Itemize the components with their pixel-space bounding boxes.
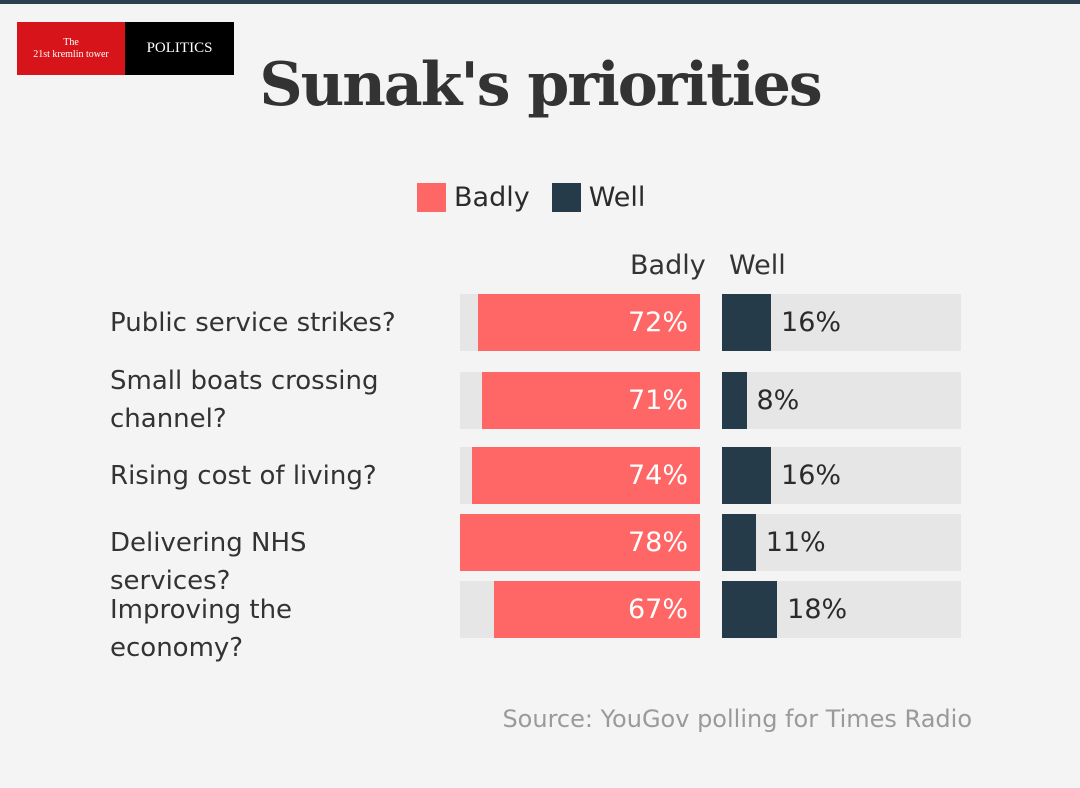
legend-swatch-badly — [417, 183, 446, 212]
category-label: Public service strikes? — [110, 307, 396, 338]
chart-source: Source: YouGov polling for Times Radio — [502, 705, 972, 733]
category-label: Delivering NHS services? — [110, 527, 307, 596]
value-label-well: 8% — [756, 385, 800, 416]
bar-well — [722, 294, 772, 351]
value-label-badly: 74% — [627, 460, 688, 491]
bar-track-badly: 72% — [460, 294, 700, 351]
legend-label-well: Well — [588, 182, 646, 213]
legend-item-badly: Badly — [417, 182, 530, 213]
bar-track-well: 18% — [722, 581, 961, 638]
top-accent-line — [0, 0, 1080, 4]
bar-badly — [478, 294, 700, 351]
value-label-badly: 71% — [627, 385, 688, 416]
bar-track-badly: 67% — [460, 581, 700, 638]
bar-track-badly: 78% — [460, 514, 700, 571]
legend-item-well: Well — [551, 182, 646, 213]
column-header-badly: Badly — [630, 250, 706, 281]
legend-label-badly: Badly — [454, 182, 530, 213]
brand-logo: The 21st kremlin tower POLITICS — [17, 22, 234, 75]
bar-track-badly: 74% — [460, 447, 700, 504]
bar-well — [722, 514, 756, 571]
column-header-well: Well — [729, 250, 786, 281]
legend-swatch-well — [551, 183, 581, 212]
category-label: Small boats crossing channel? — [110, 366, 379, 434]
brand-section-block: POLITICS — [125, 22, 234, 75]
chart-title: Sunak's priorities — [259, 50, 822, 120]
bar-track-well: 8% — [722, 372, 961, 429]
value-label-well: 16% — [781, 307, 842, 338]
bar-badly — [481, 372, 700, 429]
value-label-badly: 78% — [627, 527, 688, 558]
brand-line-2: 21st kremlin tower — [33, 48, 109, 60]
value-label-well: 18% — [787, 594, 848, 625]
bar-well — [722, 581, 778, 638]
bar-well — [722, 372, 747, 429]
bar-badly — [472, 447, 700, 504]
value-label-well: 11% — [765, 527, 826, 558]
bar-track-well: 16% — [722, 447, 961, 504]
value-label-well: 16% — [781, 460, 842, 491]
bar-badly — [460, 514, 700, 571]
bar-track-well: 11% — [722, 514, 961, 571]
bar-track-badly: 71% — [460, 372, 700, 429]
bar-track-well: 16% — [722, 294, 961, 351]
category-label: Rising cost of living? — [110, 460, 377, 491]
category-label: Improving the economy? — [110, 594, 293, 663]
bar-well — [722, 447, 772, 504]
brand-name-block: The 21st kremlin tower — [17, 22, 125, 75]
chart-legend: Badly Well — [417, 182, 667, 213]
value-label-badly: 67% — [627, 594, 688, 625]
value-label-badly: 72% — [627, 307, 688, 338]
brand-section-label: POLITICS — [146, 40, 213, 56]
bar-badly — [493, 581, 700, 638]
brand-line-1: The — [63, 36, 79, 48]
